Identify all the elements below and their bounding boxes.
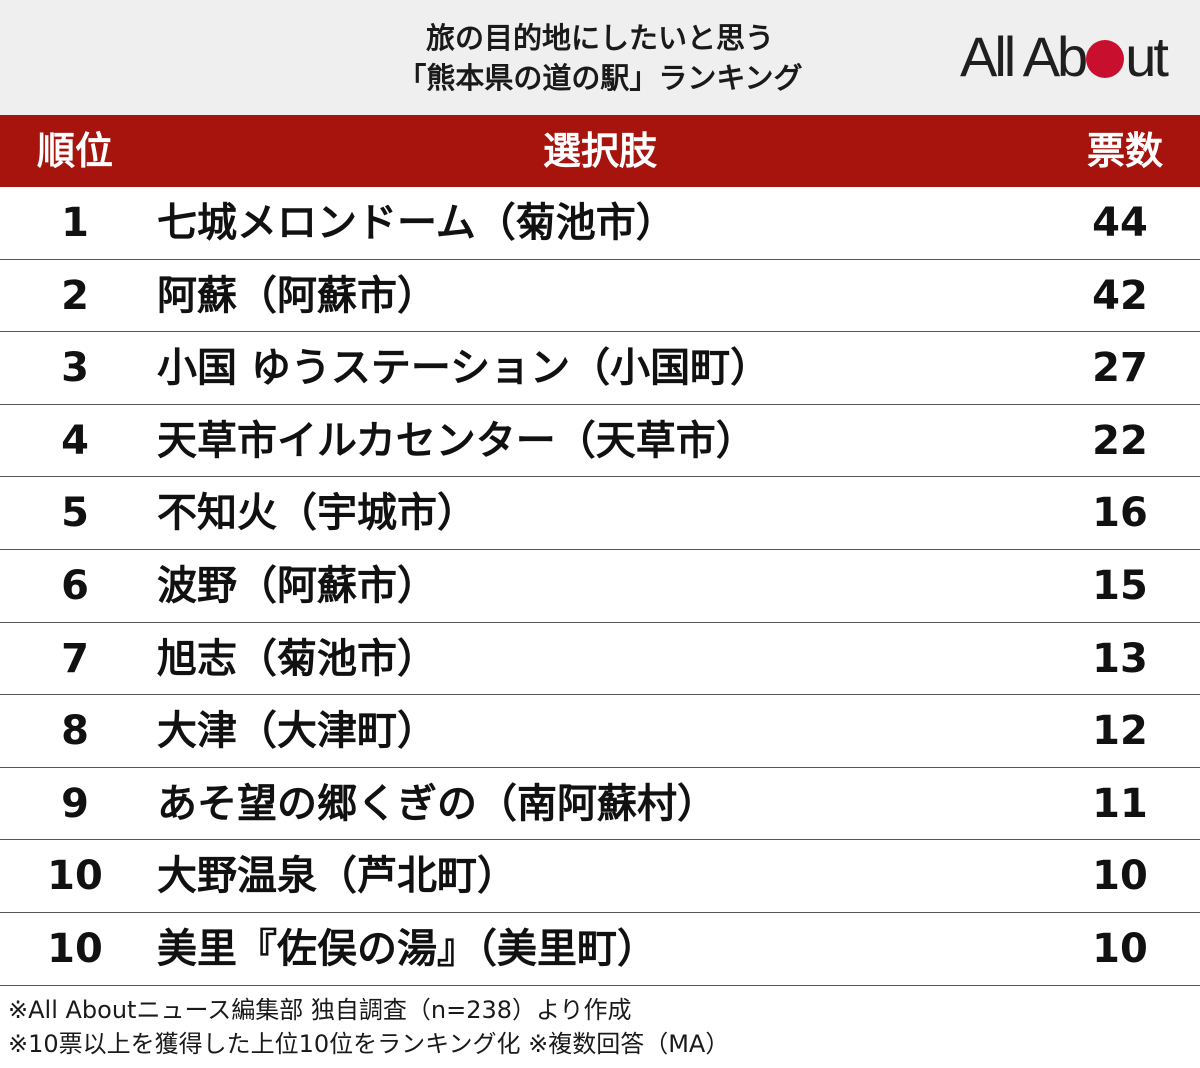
rank-cell: 5 [61,490,89,537]
rank-cell: 3 [61,345,89,392]
header-rank: 順位 [36,129,113,173]
choice-cell: 七城メロンドーム（菊池市） [157,200,676,246]
table-row: 10 大野温泉（芦北町） 10 [0,840,1200,913]
logo-text-left: All Ab [960,25,1088,88]
title-line-2: 「熊本県の道の駅」ランキング [397,61,803,95]
header-votes: 票数 [1086,129,1163,173]
chart-title: 旅の目的地にしたいと思う 「熊本県の道の駅」ランキング [300,18,900,98]
choice-cell: 波野（阿蘇市） [157,562,437,609]
rank-cell: 1 [61,200,89,246]
title-banner: 旅の目的地にしたいと思う 「熊本県の道の駅」ランキング All Ab ut [0,0,1200,115]
choice-cell: 美里『佐俣の湯』（美里町） [157,925,657,972]
choice-cell: 大野温泉（芦北町） [157,853,517,900]
votes-cell: 16 [1092,490,1148,537]
choice-cell: 不知火（宇城市） [157,490,477,537]
table-row: 8 大津（大津町） 12 [0,695,1200,768]
choice-cell: 天草市イルカセンター（天草市） [157,417,756,464]
logo-red-dot [1086,40,1125,78]
choice-cell: 大津（大津町） [157,708,437,755]
title-line-1: 旅の目的地にしたいと思う [425,21,774,55]
choice-cell: 旭志（菊池市） [157,635,437,682]
choice-cell: あそ望の郷くぎの（南阿蘇村） [157,780,717,827]
table-row: 9 あそ望の郷くぎの（南阿蘇村） 11 [0,768,1200,841]
rank-cell: 9 [61,780,89,827]
votes-cell: 44 [1092,200,1148,246]
table-row: 5 不知火（宇城市） 16 [0,477,1200,550]
votes-cell: 10 [1092,925,1148,972]
rank-cell: 8 [61,708,89,755]
rank-cell: 10 [47,925,103,972]
choice-cell: 小国 ゆうステーション（小国町） [157,345,771,392]
table-row: 3 小国 ゆうステーション（小国町） 27 [0,332,1200,405]
votes-cell: 12 [1092,708,1148,755]
table-row: 1 七城メロンドーム（菊池市） 44 [0,187,1200,260]
table-row: 6 波野（阿蘇市） 15 [0,550,1200,623]
votes-cell: 10 [1092,853,1148,900]
footnotes: ※All Aboutニュース編集部 独自調査（n=238）より作成 ※10票以上… [8,993,1198,1061]
choice-cell: 阿蘇（阿蘇市） [157,272,437,319]
rank-cell: 2 [61,272,89,319]
votes-cell: 13 [1092,635,1148,682]
rank-cell: 6 [61,562,89,609]
footnote-source: ※All Aboutニュース編集部 独自調査（n=238）より作成 [8,996,632,1024]
allabout-logo: All Ab ut [960,22,1190,92]
table-row: 4 天草市イルカセンター（天草市） 22 [0,405,1200,478]
ranking-table-body: 1 七城メロンドーム（菊池市） 44 2 阿蘇（阿蘇市） 42 3 小国 ゆうステーション（小… [0,187,1200,986]
rank-cell: 10 [47,853,103,900]
header-choice: 選択肢 [542,129,657,173]
rank-cell: 4 [61,417,89,464]
votes-cell: 27 [1092,345,1148,392]
footnote-method: ※10票以上を獲得した上位10位をランキング化 ※複数回答（MA） [8,1030,730,1058]
table-row: 10 美里『佐俣の湯』（美里町） 10 [0,913,1200,986]
votes-cell: 22 [1092,417,1148,464]
votes-cell: 42 [1092,272,1148,319]
table-row: 2 阿蘇（阿蘇市） 42 [0,260,1200,333]
votes-cell: 15 [1092,562,1148,609]
votes-cell: 11 [1092,780,1148,827]
table-header: 順位 選択肢 票数 [0,115,1200,187]
rank-cell: 7 [61,635,89,682]
logo-text-right: ut [1125,25,1169,88]
table-row: 7 旭志（菊池市） 13 [0,623,1200,696]
